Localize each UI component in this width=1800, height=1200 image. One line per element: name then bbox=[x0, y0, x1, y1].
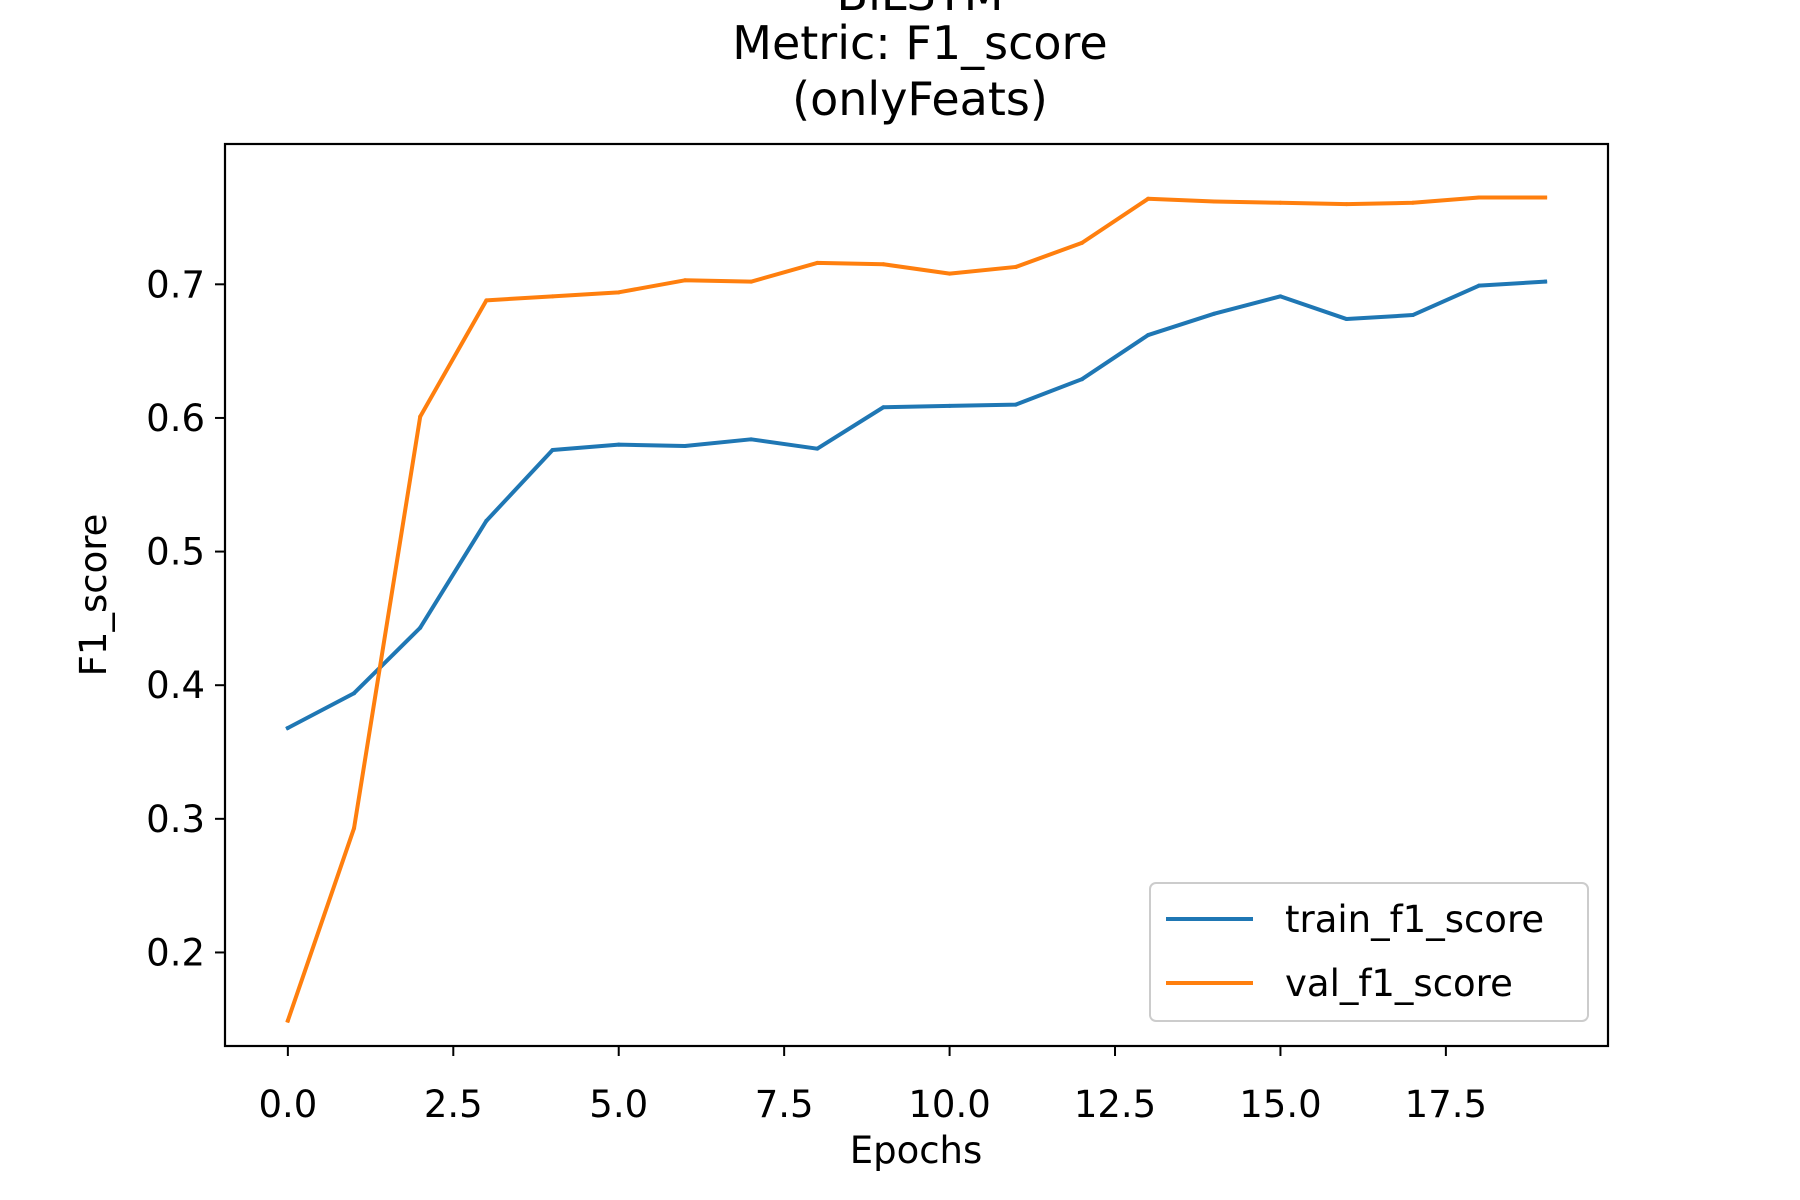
data-point-train_f1_score-11 bbox=[1013, 402, 1018, 407]
data-point-val_f1_score-5 bbox=[616, 290, 621, 295]
data-point-train_f1_score-14 bbox=[1212, 311, 1217, 316]
y-tick-label: 0.6 bbox=[146, 397, 205, 440]
data-point-val_f1_score-16 bbox=[1344, 202, 1349, 207]
legend-label-train: train_f1_score bbox=[1285, 898, 1544, 941]
chart-title: BiLSTM bbox=[837, 0, 1004, 21]
legend-label-val: val_f1_score bbox=[1285, 962, 1513, 1005]
series-line-val_f1_score bbox=[285, 195, 1548, 1024]
data-point-val_f1_score-15 bbox=[1278, 200, 1283, 205]
data-point-val_f1_score-17 bbox=[1410, 200, 1415, 205]
y-axis-ticks: 0.2 0.3 0.4 0.5 0.6 0.7 bbox=[146, 263, 225, 974]
x-tick-label: 15.0 bbox=[1239, 1083, 1321, 1126]
x-tick-label: 7.5 bbox=[755, 1083, 814, 1126]
data-point-train_f1_score-5 bbox=[616, 442, 621, 447]
data-point-val_f1_score-9 bbox=[881, 262, 886, 267]
data-point-train_f1_score-16 bbox=[1344, 317, 1349, 322]
data-point-train_f1_score-7 bbox=[749, 437, 754, 442]
x-axis-ticks: 0.0 2.5 5.0 7.5 10.0 12.5 15.0 17.5 bbox=[258, 1046, 1487, 1126]
axes-frame bbox=[223, 142, 1610, 1048]
data-point-train_f1_score-17 bbox=[1410, 313, 1415, 318]
y-tick-label: 0.5 bbox=[146, 531, 205, 574]
legend: train_f1_score val_f1_score bbox=[1149, 882, 1589, 1022]
data-point-val_f1_score-12 bbox=[1079, 240, 1084, 245]
data-point-train_f1_score-8 bbox=[815, 446, 820, 451]
data-point-val_f1_score-4 bbox=[550, 294, 555, 299]
series-line-train_f1_score bbox=[285, 279, 1548, 731]
data-point-val_f1_score-1 bbox=[352, 826, 357, 831]
x-tick-label: 10.0 bbox=[908, 1083, 990, 1126]
data-point-val_f1_score-11 bbox=[1013, 264, 1018, 269]
data-point-train_f1_score-0 bbox=[285, 725, 290, 730]
data-point-train_f1_score-9 bbox=[881, 405, 886, 410]
data-point-train_f1_score-12 bbox=[1079, 377, 1084, 382]
data-point-val_f1_score-3 bbox=[484, 298, 489, 303]
data-point-val_f1_score-18 bbox=[1476, 195, 1481, 200]
data-point-train_f1_score-6 bbox=[682, 444, 687, 449]
y-tick-label: 0.7 bbox=[146, 263, 205, 306]
plot-marks bbox=[285, 195, 1548, 1024]
y-axis-label: F1_score bbox=[72, 514, 115, 677]
data-point-val_f1_score-13 bbox=[1146, 196, 1151, 201]
data-point-train_f1_score-4 bbox=[550, 448, 555, 453]
chart-subtitle-line-1: Metric: F1_score bbox=[732, 16, 1107, 70]
data-point-val_f1_score-10 bbox=[947, 271, 952, 276]
data-point-val_f1_score-6 bbox=[682, 278, 687, 283]
chart-subtitle-line-2: (onlyFeats) bbox=[792, 72, 1048, 126]
data-point-train_f1_score-18 bbox=[1476, 283, 1481, 288]
data-point-val_f1_score-14 bbox=[1212, 199, 1217, 204]
x-tick-label: 5.0 bbox=[589, 1083, 648, 1126]
x-tick-label: 12.5 bbox=[1074, 1083, 1156, 1126]
data-point-train_f1_score-19 bbox=[1543, 279, 1548, 284]
data-point-train_f1_score-1 bbox=[352, 691, 357, 696]
data-point-train_f1_score-3 bbox=[484, 518, 489, 523]
x-axis-label: Epochs bbox=[850, 1129, 983, 1172]
y-tick-label: 0.2 bbox=[146, 931, 205, 974]
y-tick-label: 0.3 bbox=[146, 798, 205, 841]
data-point-train_f1_score-15 bbox=[1278, 294, 1283, 299]
legend-box bbox=[1149, 882, 1589, 1022]
data-point-val_f1_score-8 bbox=[815, 260, 820, 265]
data-point-train_f1_score-13 bbox=[1146, 333, 1151, 338]
data-point-val_f1_score-0 bbox=[285, 1018, 290, 1023]
x-tick-label: 0.0 bbox=[258, 1083, 317, 1126]
y-tick-label: 0.4 bbox=[146, 664, 205, 707]
x-tick-label: 17.5 bbox=[1405, 1083, 1487, 1126]
data-point-train_f1_score-10 bbox=[947, 403, 952, 408]
data-point-val_f1_score-2 bbox=[418, 414, 423, 419]
data-point-train_f1_score-2 bbox=[418, 625, 423, 630]
data-point-val_f1_score-7 bbox=[749, 279, 754, 284]
data-point-val_f1_score-19 bbox=[1543, 195, 1548, 200]
x-tick-label: 2.5 bbox=[424, 1083, 483, 1126]
